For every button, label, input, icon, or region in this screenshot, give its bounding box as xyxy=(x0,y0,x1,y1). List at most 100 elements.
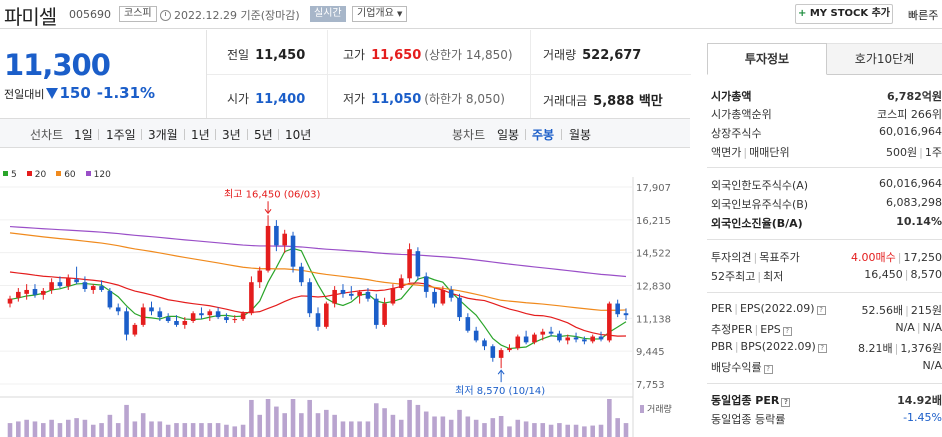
my-stock-add-button[interactable]: + MY STOCK 추가 xyxy=(795,4,893,24)
week52-high-label: 52주최고 xyxy=(711,270,756,283)
period-daily[interactable]: 일봉 xyxy=(497,128,520,142)
help-icon[interactable]: ? xyxy=(782,327,792,336)
legend-item: 60 xyxy=(56,170,76,180)
candle-body xyxy=(498,350,504,358)
company-overview-dropdown[interactable]: 기업개요 ▼ xyxy=(352,6,408,22)
candle-body xyxy=(607,303,612,341)
legend-swatch xyxy=(3,171,8,176)
volume-swatch xyxy=(640,405,644,413)
period-1d[interactable]: 1일 xyxy=(74,128,93,142)
amount-label: 거래대금 xyxy=(543,94,588,108)
foreign-limit-label: 외국인한도주식수(A) xyxy=(711,179,809,192)
min-annotation: 최저 8,570 (10/14) xyxy=(455,385,545,397)
divider xyxy=(184,129,185,140)
volume-bar xyxy=(340,421,346,437)
separator: | xyxy=(754,323,759,336)
legend-swatch xyxy=(56,171,62,176)
volume-bar xyxy=(240,424,246,437)
est-per-value: N/A | N/A xyxy=(895,321,942,334)
candle-body xyxy=(448,289,454,298)
period-3y[interactable]: 3년 xyxy=(222,128,241,142)
candle-body xyxy=(565,337,571,341)
volume-bar xyxy=(41,423,46,437)
industry-per-row: 동일업종 PER? 14.92배 xyxy=(711,392,942,410)
candle-body xyxy=(465,317,471,331)
candle-body xyxy=(257,270,263,283)
period-10y[interactable]: 10년 xyxy=(285,128,312,142)
volume-bar xyxy=(282,413,287,437)
change-percent: -1.31% xyxy=(96,84,156,102)
est-per-label: 추정PER | EPS? xyxy=(711,321,792,337)
low-price: 저가 11,050 (하한가 8,050) xyxy=(343,90,505,107)
ma-line-60 xyxy=(9,232,627,311)
tab-order-book[interactable]: 호가10단계 xyxy=(827,43,942,75)
per-label-text: PER xyxy=(711,302,733,315)
candle-body xyxy=(373,298,379,325)
candle-body xyxy=(415,251,421,277)
foreign-ratio-row: 외국인소진율(B/A) 10.14% xyxy=(711,215,942,233)
volume-bar xyxy=(74,418,79,437)
y-tick-label: 11,138 xyxy=(636,314,671,325)
axis-labels: 17,907 16,215 14,522 12,830 11,138 9,445 7,753… xyxy=(224,183,672,415)
volume-bar xyxy=(582,426,587,437)
divider xyxy=(247,129,248,140)
y-tick-label: 16,215 xyxy=(636,216,671,227)
divider xyxy=(215,129,216,140)
per-value: 52.56배 | 215원 xyxy=(862,302,942,318)
volume-bar xyxy=(174,423,179,437)
shares-label: 상장주식수 xyxy=(711,127,762,140)
period-1y[interactable]: 1년 xyxy=(191,128,210,142)
volume-bar xyxy=(357,421,362,437)
volume-bar xyxy=(215,423,221,437)
volume-bar xyxy=(540,423,546,437)
candle-body xyxy=(157,311,163,318)
divider xyxy=(561,129,562,140)
per-label: PER | EPS(2022.09)? xyxy=(711,302,826,315)
y-tick-label: 7,753 xyxy=(636,380,665,391)
price-chart[interactable]: 17,907 16,215 14,522 12,830 11,138 9,445 7,753… xyxy=(0,149,690,437)
candle-body xyxy=(548,331,554,334)
candle-body xyxy=(582,339,587,342)
y-tick-label: 12,830 xyxy=(636,282,671,293)
tab-invest-info[interactable]: 투자정보 xyxy=(707,43,827,75)
volume-value: 522,677 xyxy=(582,48,642,63)
divider xyxy=(278,129,279,140)
help-icon[interactable]: ? xyxy=(816,306,826,315)
quick-order-link[interactable]: 빠른주 xyxy=(908,9,939,22)
help-icon[interactable]: ? xyxy=(817,344,827,353)
candle-body xyxy=(57,282,63,287)
period-1w[interactable]: 1주일 xyxy=(106,128,136,142)
volume-bar xyxy=(82,419,88,437)
est-per-value-text: N/A xyxy=(895,321,915,334)
candle-body xyxy=(224,317,229,321)
period-5y[interactable]: 5년 xyxy=(254,128,273,142)
candle-body xyxy=(615,303,620,315)
line-chart-label: 선차트 xyxy=(30,128,64,142)
lot-label: 매매단위 xyxy=(749,146,790,159)
candle-body xyxy=(490,346,496,358)
volume-bar xyxy=(465,416,471,437)
candle-body xyxy=(49,282,54,290)
industry-per-value: 14.92배 xyxy=(897,394,942,407)
low-value: 11,050 xyxy=(371,92,422,107)
face-value-row: 액면가 | 매매단위 500원 | 1주 xyxy=(711,144,942,162)
period-monthly[interactable]: 월봉 xyxy=(569,128,592,142)
help-icon[interactable]: ? xyxy=(781,398,791,407)
help-icon[interactable]: ? xyxy=(763,365,773,374)
realtime-button[interactable]: 실시간 xyxy=(310,6,346,22)
volume-bar xyxy=(557,423,562,437)
min-arrow-head xyxy=(497,369,505,375)
period-3m[interactable]: 3개월 xyxy=(148,128,178,142)
foreign-ratio-label: 외국인소진율(B/A) xyxy=(711,217,803,230)
down-triangle-icon xyxy=(46,88,59,99)
period-weekly[interactable]: 주봉 xyxy=(532,128,555,142)
legend-swatch xyxy=(85,171,91,176)
candle-body xyxy=(307,282,312,314)
industry-per-label-text: 동일업종 PER xyxy=(711,394,780,407)
upper-limit: (상한가 14,850) xyxy=(424,48,513,62)
pbr-value: 8.21배 | 1,376원 xyxy=(858,340,942,356)
volume-bar xyxy=(90,424,96,437)
volume-bar xyxy=(532,423,537,437)
volume-bar xyxy=(140,413,146,437)
ma-line-20 xyxy=(9,271,627,337)
